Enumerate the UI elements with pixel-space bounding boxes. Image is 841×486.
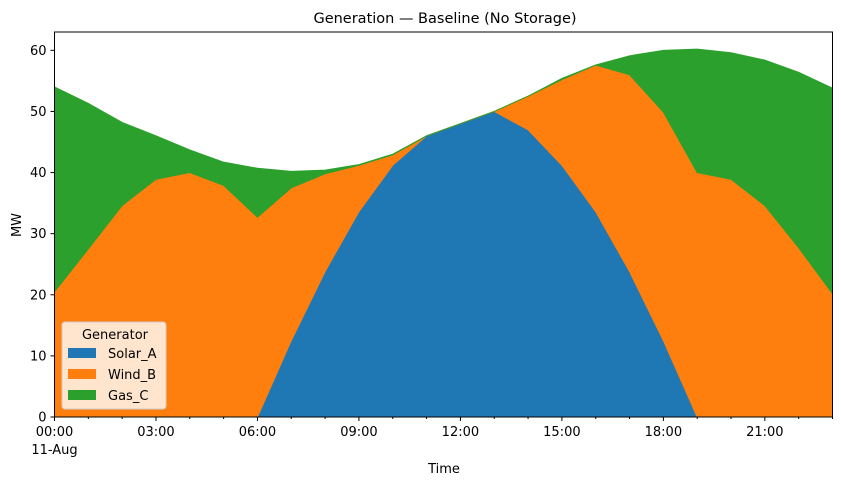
x-axis-label: Time — [427, 462, 460, 477]
x-axis: 00:00 11-Aug 03:00 06:00 09:00 12:00 15:00 18:0… — [31, 417, 833, 458]
x-tick-label: 15:00 — [543, 425, 580, 440]
legend-title: Generator — [82, 328, 149, 343]
x-tick-label: 18:00 — [645, 425, 682, 440]
y-axis: 0 10 20 30 40 50 60 — [30, 44, 55, 426]
y-tick-label: 40 — [30, 166, 47, 181]
x-tick-label: 12:00 — [442, 425, 479, 440]
y-tick-label: 50 — [30, 105, 47, 120]
chart-title: Generation — Baseline (No Storage) — [313, 11, 576, 27]
y-axis-label: MW — [10, 213, 25, 237]
legend-box — [61, 321, 167, 410]
x-tick-label: 09:00 — [340, 425, 377, 440]
x-tick-label: 03:00 — [137, 425, 174, 440]
x-tick-label: 21:00 — [746, 425, 783, 440]
x-tick-label: 00:00 — [36, 425, 73, 440]
y-tick-label: 60 — [30, 44, 47, 59]
x-tick-label: 06:00 — [239, 425, 276, 440]
plot-frame — [54, 31, 833, 418]
legend-label: Wind_B — [108, 368, 156, 383]
legend-label: Solar_A — [108, 347, 157, 362]
y-tick-label: 10 — [30, 349, 47, 364]
legend-swatch — [68, 390, 96, 400]
y-tick-label: 0 — [38, 411, 46, 426]
legend-swatch — [68, 348, 96, 358]
y-tick-label: 30 — [30, 227, 47, 242]
stacked-areas — [54, 48, 833, 418]
x-tick-sublabel: 11-Aug — [31, 443, 77, 458]
legend-swatch — [68, 369, 96, 379]
legend: Generator Solar_A Wind_B Gas_C — [61, 321, 167, 410]
legend-label: Gas_C — [108, 389, 148, 404]
y-tick-label: 20 — [30, 288, 47, 303]
